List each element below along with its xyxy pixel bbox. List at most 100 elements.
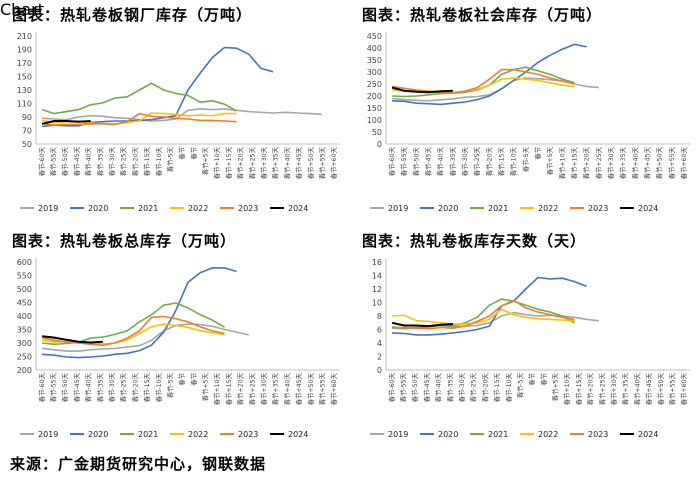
x-tick-label: 春节+5天	[551, 372, 560, 401]
series-line-2022	[392, 308, 575, 325]
y-tick-label: 130	[17, 86, 32, 95]
x-tick-label: 春节-60天	[37, 146, 46, 176]
x-tick-label: 春节+50天	[656, 372, 665, 405]
x-tick-label: 春节-55天	[399, 146, 408, 176]
x-tick-label: 春节-45天	[424, 146, 433, 176]
series-line-2023	[41, 315, 225, 346]
chart-title: 图表：热轧卷板社会库存（万吨）	[362, 6, 603, 24]
legend-label-2022: 2022	[188, 204, 208, 213]
legend-label-2024: 2024	[638, 204, 658, 213]
series-line-2023	[392, 299, 575, 330]
x-tick-label: 春节-30天	[107, 372, 116, 402]
y-tick-label: 210	[17, 32, 32, 41]
y-tick-label: 50	[372, 128, 382, 137]
legend-label-2019: 2019	[388, 430, 408, 439]
series-line-2024	[41, 120, 91, 125]
y-tick-label: 70	[22, 127, 32, 136]
y-tick-label: 250	[367, 80, 382, 89]
x-tick-label: 春节-10天	[509, 146, 518, 176]
x-tick-label: 春节-45天	[72, 372, 81, 402]
x-tick-label: 春节-50天	[60, 372, 69, 402]
x-tick-label: 春节+55天	[667, 372, 676, 405]
legend-label-2019: 2019	[388, 204, 408, 213]
series-line-2023	[42, 112, 237, 126]
y-tick-label: 250	[17, 353, 32, 362]
x-tick-label: 春节-40天	[436, 146, 445, 176]
x-tick-label: 春节-30天	[457, 372, 466, 402]
legend-label-2023: 2023	[588, 204, 608, 213]
x-tick-label: 春节+10天	[557, 146, 566, 179]
legend-label-2023: 2023	[238, 430, 258, 439]
x-tick-label: 春节+40天	[282, 372, 291, 405]
x-tick-label: 春节-50天	[411, 146, 420, 176]
x-tick-label: 春节+60天	[679, 146, 688, 179]
y-tick-label: 200	[367, 92, 382, 101]
x-tick-label: 春节+20天	[236, 372, 245, 405]
x-tick-label: 春节-5天	[165, 146, 174, 172]
y-tick-label: 14	[372, 272, 382, 281]
y-tick-label: 400	[367, 44, 382, 53]
y-tick-label: 300	[367, 68, 382, 77]
x-tick-label: 春节-50天	[410, 372, 419, 402]
legend-label-2019: 2019	[38, 204, 58, 213]
x-tick-label: 春节+25天	[597, 372, 606, 405]
x-tick-label: 春节+20天	[586, 372, 595, 405]
y-tick-label: 350	[367, 56, 382, 65]
x-tick-label: 春节+50天	[655, 146, 664, 179]
y-tick-label: 8	[377, 312, 382, 321]
x-tick-label: 春节-55天	[49, 146, 58, 176]
x-tick-label: 春节	[539, 373, 548, 386]
x-tick-label: 春节+30天	[259, 372, 268, 405]
chart-title: 图表：热轧卷板总库存（万吨）	[12, 232, 237, 250]
x-tick-label: 春节+55天	[317, 372, 326, 405]
legend-label-2024: 2024	[288, 430, 308, 439]
chart-panel-total-inventory: 图表：热轧卷板总库存（万吨） 200 250 300 350 400 450 500 550 6…	[0, 226, 350, 454]
x-tick-label: 春节+15天	[224, 372, 233, 405]
x-tick-label: 春节-60天	[387, 146, 396, 176]
x-tick-label: 春节+20天	[236, 146, 245, 179]
legend-label-2023: 2023	[588, 430, 608, 439]
chart-svg: 050100150200250300350400450春节-60天 春节-55天春…	[367, 32, 690, 213]
x-tick-label: 春节	[533, 147, 542, 160]
x-tick-label: 春节+55天	[667, 146, 676, 179]
x-tick-label: 春节-55天	[49, 372, 58, 402]
legend-label-2020: 2020	[88, 204, 108, 213]
chart-svg: 200250300350400450500550600春节-60天 春节-55天春…	[17, 258, 340, 439]
legend-label-2021: 2021	[138, 204, 158, 213]
x-tick-label: 春节+50天	[306, 372, 315, 405]
x-tick-label: 春节-30天	[107, 146, 116, 176]
x-tick-label: 春节+15天	[574, 372, 583, 405]
y-tick-label: 450	[367, 32, 382, 41]
x-tick-label: 春节-15天	[142, 146, 151, 176]
y-tick-label: 300	[17, 339, 32, 348]
x-tick-label: 春节+35天	[271, 372, 280, 405]
legend-label-2022: 2022	[538, 204, 558, 213]
x-tick-label: 春节-20天	[484, 146, 493, 176]
series-line-2024	[41, 335, 103, 344]
y-tick-label: 16	[372, 258, 382, 267]
y-tick-label: 170	[17, 59, 32, 68]
x-tick-label: 春节	[527, 373, 536, 386]
x-tick-label: 春节+25天	[594, 146, 603, 179]
y-tick-label: 50	[22, 140, 32, 149]
x-tick-label: 春节+35天	[621, 372, 630, 405]
y-tick-label: 4	[377, 339, 382, 348]
chart-panel-social-inventory: 图表：热轧卷板社会库存（万吨） 0 50 100 150 200 250 300 350 400…	[350, 0, 700, 228]
x-tick-label: 春节-5天	[165, 372, 174, 398]
x-tick-label: 春节+5天	[201, 146, 210, 175]
x-tick-label: 春节	[189, 147, 198, 160]
series-line-2023	[391, 68, 575, 94]
x-tick-label: 春节-5天	[521, 146, 530, 172]
series-line-2020	[42, 46, 274, 128]
x-tick-label: 春节-25天	[119, 146, 128, 176]
x-tick-label: 春节+55天	[317, 146, 326, 179]
y-tick-label: 500	[17, 285, 32, 294]
series-line-2019	[42, 323, 249, 352]
y-tick-label: 350	[17, 326, 32, 335]
series-line-2020	[392, 276, 587, 336]
x-tick-label: 春节+45天	[294, 146, 303, 179]
x-tick-label: 春节+40天	[282, 146, 291, 179]
x-tick-label: 春节-60天	[37, 372, 46, 402]
x-tick-label: 春节-20天	[130, 146, 139, 176]
